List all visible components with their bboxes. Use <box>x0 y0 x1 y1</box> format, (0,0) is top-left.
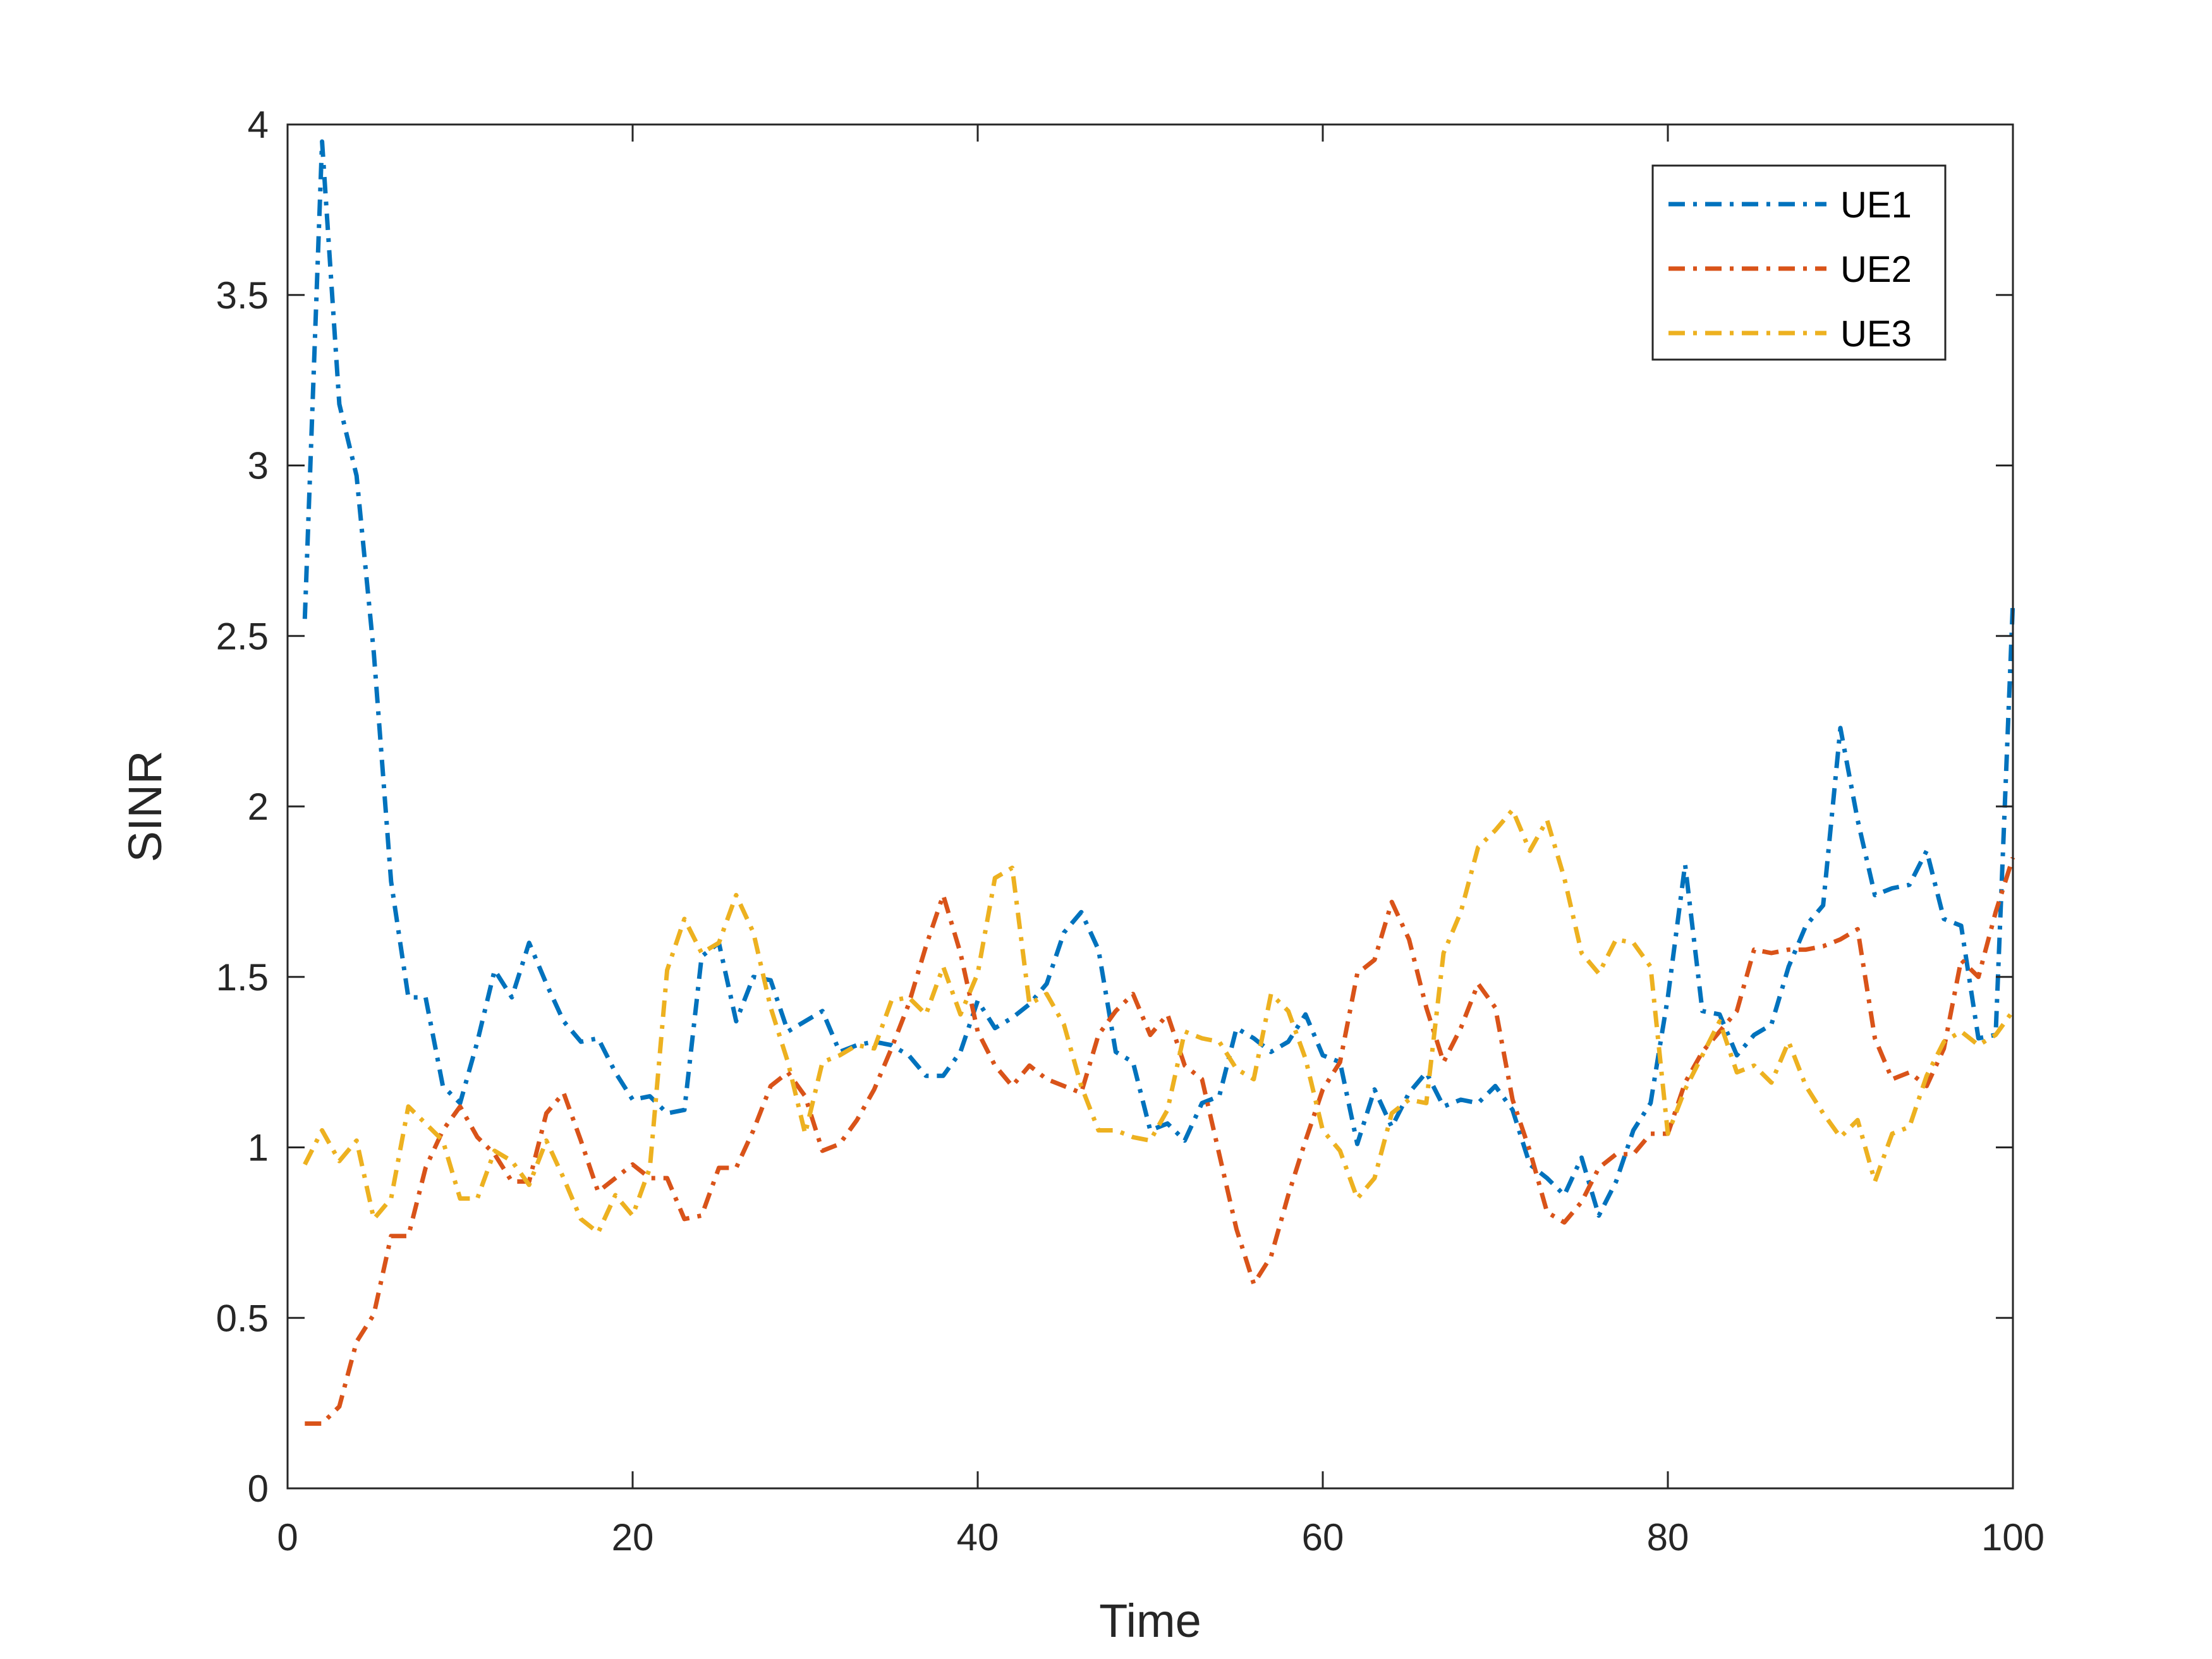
axes-layer: 0 20 40 60 80 100 0 0.5 1 1.5 2 2.5 3 3.5 4 <box>216 104 2045 1559</box>
y-tick-label: 2 <box>248 786 269 828</box>
legend-label-ue3: UE3 <box>1840 313 1912 355</box>
series-layer <box>302 139 2015 1426</box>
legend-label-ue2: UE2 <box>1840 249 1912 290</box>
legend-label-ue1: UE1 <box>1840 185 1912 226</box>
series-line-ue3 <box>303 807 2015 1235</box>
y-tick-label: 0 <box>248 1468 269 1510</box>
legend-box <box>1651 164 1947 361</box>
x-tick-label: 0 <box>277 1516 298 1559</box>
x-tick-label: 20 <box>612 1516 654 1559</box>
series-line-ue2 <box>305 856 2015 1426</box>
y-tick-label: 3.5 <box>216 274 269 317</box>
y-tick-label: 3 <box>248 445 269 487</box>
series-line-ue1 <box>302 139 2015 1218</box>
y-tick-label: 1 <box>248 1127 269 1169</box>
y-tick-label: 2.5 <box>216 615 269 657</box>
legend: UE1 UE2 UE3 <box>1651 164 1947 361</box>
x-tick-label: 60 <box>1302 1516 1344 1559</box>
y-tick-label: 4 <box>248 104 269 146</box>
x-axis-title: Time <box>1099 1595 1201 1647</box>
x-tick-label: 100 <box>1981 1516 2045 1559</box>
y-tick-label: 0.5 <box>216 1297 269 1339</box>
x-tick-label: 80 <box>1647 1516 1689 1559</box>
legend-items: UE1 UE2 UE3 <box>1668 185 1912 355</box>
y-tick-label: 1.5 <box>216 956 269 999</box>
x-tick-label: 40 <box>957 1516 999 1559</box>
y-axis-title: SINR <box>119 751 171 863</box>
